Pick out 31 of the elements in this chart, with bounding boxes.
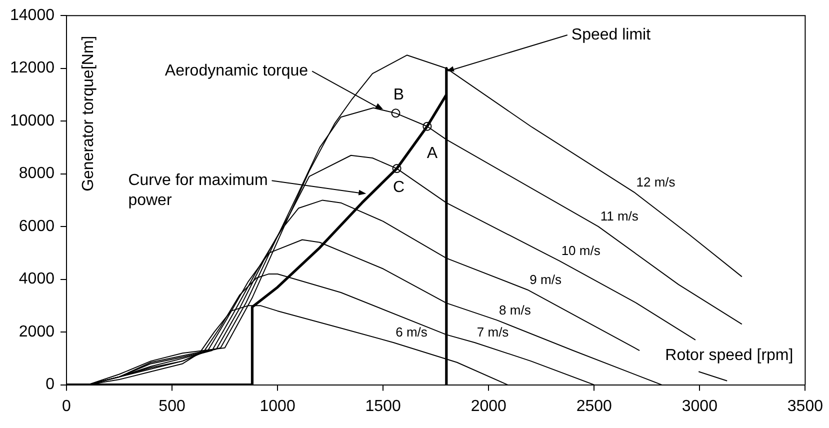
series-label: 9 m/s	[530, 272, 562, 287]
y-tick-label: 14000	[10, 7, 55, 24]
annotation: A	[426, 144, 438, 162]
x-tick-label: 0	[62, 398, 72, 415]
x-axis-title: Rotor speed [rpm]	[665, 347, 794, 364]
x-tick-label: 500	[158, 398, 186, 415]
y-tick-label: 8000	[18, 165, 55, 182]
annotation: B	[393, 86, 404, 104]
x-tick-label: 1000	[260, 398, 296, 415]
x-tick-label: 2000	[470, 398, 507, 415]
series-label: 10 m/s	[561, 242, 601, 258]
annotation: Aerodynamic torque	[164, 62, 308, 80]
series-label: 7 m/s	[476, 324, 510, 340]
annotation: Curve for maximum power	[128, 172, 268, 210]
y-tick-label: 6000	[18, 218, 55, 235]
series-label: 8 m/s	[499, 302, 532, 318]
annotation: C	[393, 178, 405, 196]
y-axis-title: Generator torque[Nm]	[80, 36, 97, 192]
x-tick-label: 3500	[787, 398, 824, 415]
y-tick-label: 12000	[10, 60, 55, 77]
series-label: 6 m/s	[396, 324, 428, 340]
x-tick-label: 2500	[576, 398, 612, 415]
y-tick-label: 10000	[10, 112, 55, 130]
annotation: Speed limit	[571, 26, 652, 44]
y-tick-label: 0	[46, 376, 55, 394]
x-tick-label: 3000	[682, 398, 718, 415]
y-tick-label: 2000	[18, 323, 55, 340]
y-tick-label: 4000	[18, 270, 55, 288]
x-tick-label: 1500	[365, 398, 401, 415]
series-label: 12 m/s	[636, 174, 676, 190]
series-label: 11 m/s	[600, 208, 639, 224]
